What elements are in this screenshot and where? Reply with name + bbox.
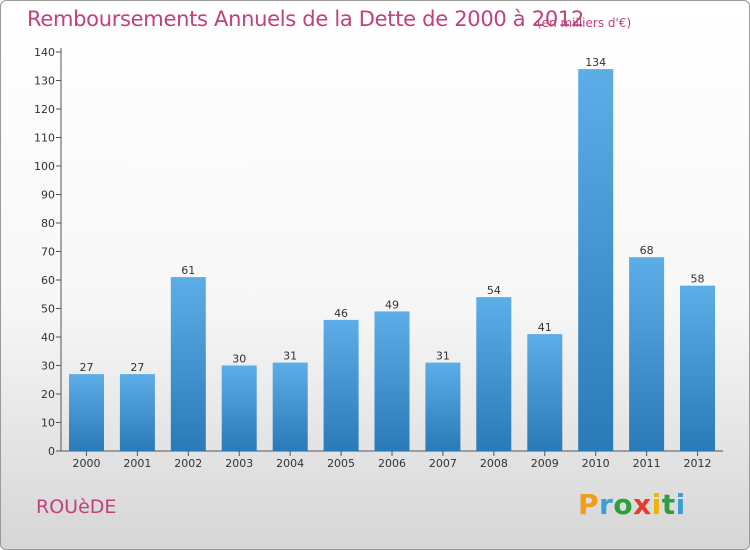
bar-2005 <box>323 319 359 451</box>
bar-2000 <box>69 374 104 451</box>
x-tick-label: 2006 <box>378 457 406 470</box>
data-label: 68 <box>640 244 654 257</box>
data-label: 27 <box>79 361 93 374</box>
y-tick-label: 10 <box>41 417 55 430</box>
x-tick-label: 2012 <box>684 457 712 470</box>
y-tick-label: 120 <box>34 103 55 116</box>
x-tick-label: 2009 <box>531 457 559 470</box>
logo-letter: r <box>599 488 614 521</box>
y-tick-label: 90 <box>41 189 55 202</box>
y-tick-label: 20 <box>41 388 55 401</box>
logo-letter: t <box>661 488 676 521</box>
bar-2012 <box>680 285 715 451</box>
data-label: 30 <box>232 353 246 366</box>
y-tick-label: 80 <box>41 217 55 230</box>
logo-letter: P <box>578 488 600 521</box>
logo-letter: o <box>613 488 634 521</box>
bar-2003 <box>221 365 257 451</box>
x-tick-label: 2007 <box>429 457 457 470</box>
data-label: 58 <box>691 273 705 286</box>
data-label: 134 <box>585 56 606 69</box>
data-label: 54 <box>487 284 501 297</box>
data-label: 61 <box>181 264 195 277</box>
x-tick-label: 2010 <box>582 457 610 470</box>
bar-2006 <box>374 311 410 451</box>
y-tick-label: 130 <box>34 75 55 88</box>
x-tick-label: 2011 <box>633 457 661 470</box>
bar-2007 <box>425 362 461 451</box>
data-label: 31 <box>436 350 450 363</box>
chart-title: Remboursements Annuels de la Dette de 20… <box>27 7 584 31</box>
chart-subtitle: (en milliers d'€) <box>537 16 632 30</box>
bars-group <box>69 69 715 451</box>
data-label: 31 <box>283 350 297 363</box>
bar-2001 <box>119 374 155 451</box>
x-tick-label: 2002 <box>174 457 202 470</box>
x-tick-label: 2005 <box>327 457 355 470</box>
y-tick-label: 110 <box>34 132 55 145</box>
town-name: ROUèDE <box>36 496 117 518</box>
bar-2009 <box>527 334 563 451</box>
y-tick-label: 30 <box>41 360 55 373</box>
labels-group: 2000 27 2001 27 2002 61 2003 30 2004 31 2005 46 2006… <box>72 56 711 470</box>
data-label: 49 <box>385 298 399 311</box>
y-tick-label: 40 <box>41 331 55 344</box>
y-tick-label: 70 <box>41 246 55 259</box>
data-label: 41 <box>538 321 552 334</box>
x-tick-label: 2000 <box>72 457 100 470</box>
y-tick-label: 100 <box>34 160 55 173</box>
x-tick-label: 2004 <box>276 457 304 470</box>
logo-letter: i <box>675 488 686 521</box>
x-tick-label: 2003 <box>225 457 253 470</box>
y-tick-label: 50 <box>41 303 55 316</box>
bar-2002 <box>170 277 206 451</box>
x-tick-label: 2008 <box>480 457 508 470</box>
axes: 0 10 20 30 40 50 60 70 80 90 100 110 120 130 140 <box>34 46 723 458</box>
data-label: 46 <box>334 307 348 320</box>
bar-2010 <box>578 69 614 451</box>
x-tick-label: 2001 <box>123 457 151 470</box>
data-label: 27 <box>130 361 144 374</box>
y-tick-label: 140 <box>34 46 55 59</box>
proxiti-logo[interactable]: Proxiti <box>578 488 686 521</box>
logo-letter: i <box>651 488 662 521</box>
bar-2008 <box>476 297 512 451</box>
logo-letter: x <box>633 488 652 521</box>
bar-2011 <box>629 257 665 451</box>
y-tick-label: 60 <box>41 274 55 287</box>
bar-2004 <box>272 362 308 451</box>
y-tick-label: 0 <box>48 445 55 458</box>
